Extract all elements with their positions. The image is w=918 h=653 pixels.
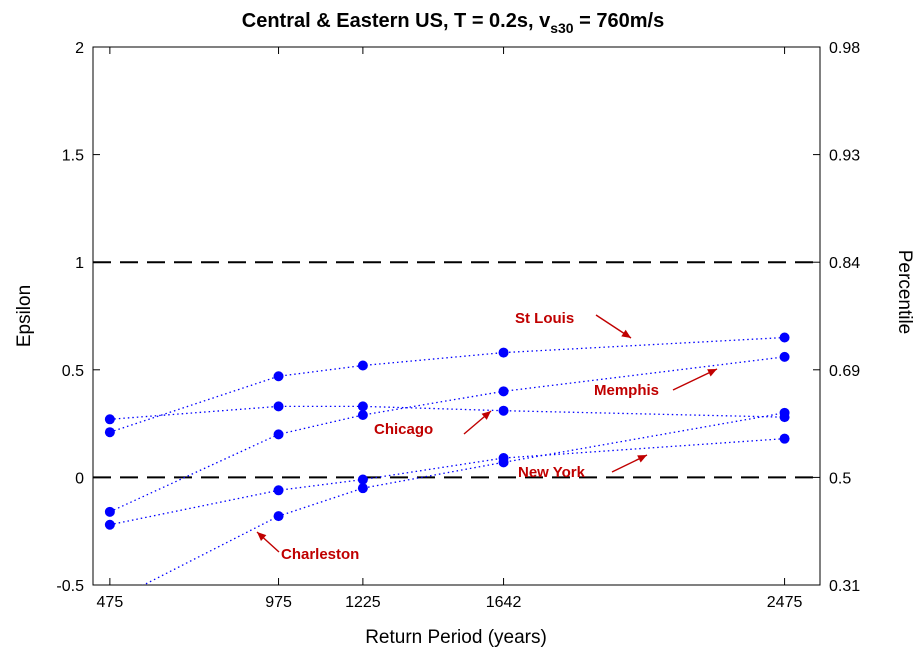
x-tick-label: 2475	[767, 594, 803, 611]
chart-title-tail: = 760m/s	[574, 10, 665, 32]
chart-title-subscript: s30	[550, 20, 574, 36]
data-point	[105, 507, 115, 517]
y-axis-label: Epsilon	[14, 285, 35, 347]
annotation-label: St Louis	[515, 310, 574, 327]
y2-tick-label: 0.84	[829, 255, 860, 272]
y2-tick-label: 0.5	[829, 470, 851, 487]
annotation-label: Charleston	[281, 546, 359, 563]
annotation-label: New York	[518, 464, 586, 481]
data-point	[780, 408, 790, 418]
data-point	[780, 434, 790, 444]
data-point	[274, 429, 284, 439]
data-point	[499, 348, 509, 358]
x-tick-label: 1225	[345, 594, 381, 611]
data-point	[780, 352, 790, 362]
chart-title: Central & Eastern US, T = 0.2s, vs30 = 7…	[242, 10, 664, 36]
y-tick-label: 0	[75, 470, 84, 487]
y-tick-label: 1	[75, 255, 84, 272]
data-point	[358, 360, 368, 370]
data-point	[274, 401, 284, 411]
data-point	[274, 511, 284, 521]
data-point	[274, 371, 284, 381]
data-point	[499, 386, 509, 396]
data-point	[358, 483, 368, 493]
data-point	[358, 410, 368, 420]
annotation-label: Memphis	[594, 382, 659, 399]
y2-axis-label: Percentile	[894, 250, 915, 335]
data-point	[274, 485, 284, 495]
data-point	[780, 333, 790, 343]
y2-tick-label: 0.69	[829, 363, 860, 380]
x-axis-label: Return Period (years)	[365, 627, 547, 648]
y-tick-label: 0.5	[62, 363, 84, 380]
y-tick-label: 2	[75, 40, 84, 57]
y2-tick-label: 0.93	[829, 148, 860, 165]
chart-title-main: Central & Eastern US, T = 0.2s, v	[242, 10, 551, 32]
data-point	[105, 414, 115, 424]
y2-tick-label: 0.98	[829, 40, 860, 57]
data-point	[358, 401, 368, 411]
data-point	[105, 427, 115, 437]
y-tick-label: 1.5	[62, 148, 84, 165]
x-tick-label: 1642	[486, 594, 522, 611]
x-tick-label: 475	[97, 594, 124, 611]
plot-area	[93, 47, 820, 585]
y2-tick-label: 0.31	[829, 578, 860, 595]
x-tick-label: 975	[265, 594, 292, 611]
y-tick-label: -0.5	[56, 578, 84, 595]
data-point	[358, 475, 368, 485]
data-point	[105, 520, 115, 530]
data-point	[499, 406, 509, 416]
annotation-label: Chicago	[374, 421, 433, 438]
data-point	[499, 457, 509, 467]
